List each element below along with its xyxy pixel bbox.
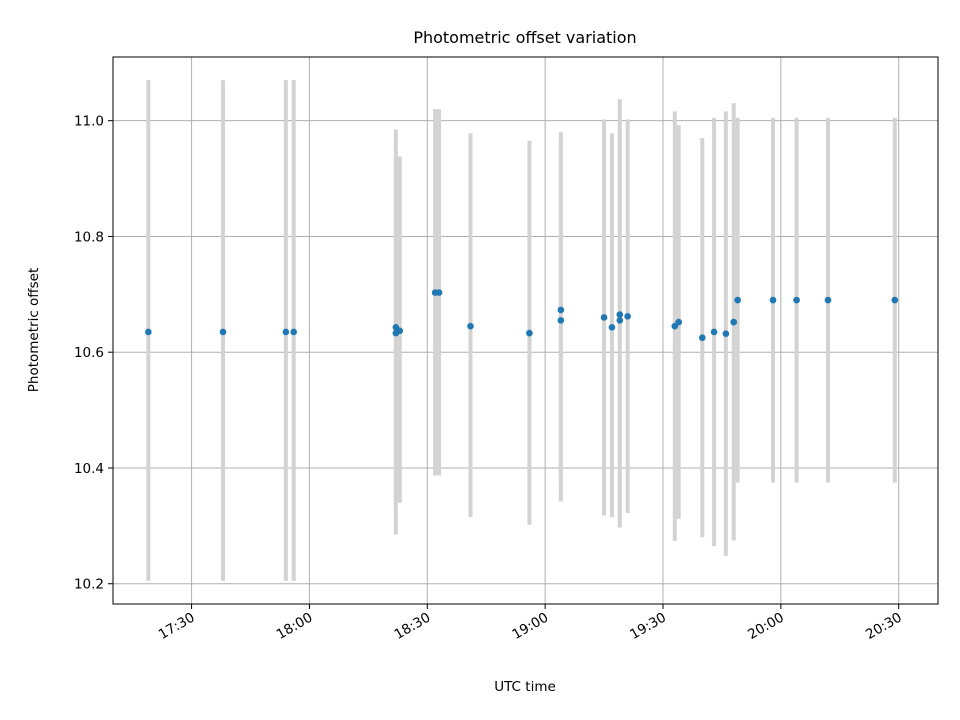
x-tick-label: 18:30 — [392, 610, 434, 643]
data-point — [793, 296, 800, 304]
data-point — [557, 306, 565, 314]
y-tick-label: 10.4 — [74, 461, 104, 477]
data-point — [282, 328, 290, 336]
data-point — [608, 324, 616, 331]
data-point — [734, 296, 741, 304]
data-point — [600, 314, 608, 321]
data-point — [616, 317, 624, 324]
y-tick-label: 10.8 — [74, 229, 104, 245]
data-point — [710, 328, 718, 336]
x-tick-label: 20:30 — [863, 610, 905, 643]
data-point — [467, 322, 474, 330]
data-point — [730, 318, 738, 326]
x-tick-label: 17:30 — [156, 610, 198, 643]
data-point — [290, 328, 298, 336]
y-tick-label: 11.0 — [74, 114, 104, 130]
data-point — [145, 328, 152, 336]
data-point — [769, 296, 777, 304]
data-point — [624, 313, 631, 320]
x-tick-label: 18:00 — [274, 610, 316, 643]
data-point — [675, 318, 683, 326]
data-point — [616, 311, 624, 318]
x-tick-label: 19:00 — [509, 610, 551, 643]
x-axis-label: UTC time — [494, 679, 556, 695]
data-points — [145, 289, 899, 342]
data-point — [219, 328, 227, 336]
data-point — [722, 330, 730, 337]
plot-frame — [112, 56, 939, 605]
data-point — [824, 296, 832, 304]
data-point — [891, 296, 899, 304]
data-point — [435, 289, 443, 296]
data-point — [671, 322, 679, 330]
x-axis-ticks: 17:30 18:00 18:30 19:00 19:30 20:00 20:30 — [156, 604, 905, 643]
y-axis-ticks: 10.2 10.4 10.6 10.8 11.0 — [74, 114, 113, 593]
y-tick-label: 10.6 — [74, 345, 104, 361]
data-point — [698, 334, 706, 342]
grid — [113, 57, 938, 604]
y-axis-label: Photometric offset — [26, 268, 42, 392]
error-bars — [146, 80, 897, 581]
y-tick-label: 10.2 — [74, 577, 104, 593]
data-point — [526, 329, 533, 337]
data-point — [557, 317, 565, 324]
data-point — [396, 327, 404, 335]
x-tick-label: 20:00 — [745, 610, 787, 643]
x-tick-label: 19:30 — [627, 610, 669, 643]
chart-title: Photometric offset variation — [413, 28, 636, 47]
